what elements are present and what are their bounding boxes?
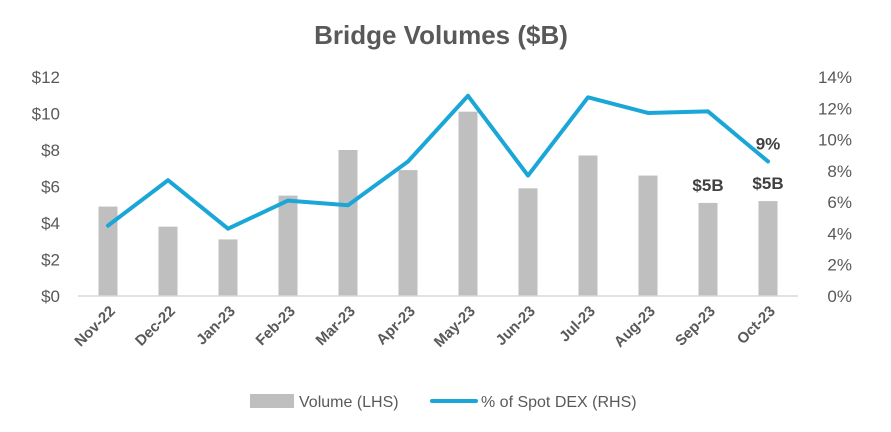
right-tick-label: 2% xyxy=(827,256,852,275)
x-tick-label: May-23 xyxy=(431,303,479,351)
left-tick-label: $12 xyxy=(32,68,60,87)
right-tick-label: 6% xyxy=(827,193,852,212)
x-tick-label: Nov-22 xyxy=(71,303,118,350)
bar-apr-23 xyxy=(398,170,418,296)
bar-nov-22 xyxy=(98,206,118,296)
legend-label-volume: Volume (LHS) xyxy=(299,394,399,411)
right-tick-label: 8% xyxy=(827,162,852,181)
left-tick-label: $8 xyxy=(41,141,60,160)
bar-feb-23 xyxy=(278,195,298,296)
chart-title: Bridge Volumes ($B) xyxy=(314,20,568,50)
left-tick-label: $6 xyxy=(41,178,60,197)
bar-sep-23 xyxy=(698,202,718,296)
right-tick-label: 14% xyxy=(818,68,852,87)
x-tick-label: Jun-23 xyxy=(493,303,539,349)
legend: Volume (LHS) % of Spot DEX (RHS) xyxy=(250,394,637,411)
annotations-layer: $5B $5B 9% xyxy=(692,134,783,194)
x-tick-label: Sep-23 xyxy=(672,303,719,350)
bar-jul-23 xyxy=(578,155,598,296)
left-tick-label: $0 xyxy=(41,287,60,306)
bars-layer xyxy=(98,111,778,296)
data-label: 9% xyxy=(756,134,781,153)
legend-label-spot-dex: % of Spot DEX (RHS) xyxy=(481,394,637,411)
line-layer xyxy=(106,93,770,231)
right-tick-label: 0% xyxy=(827,287,852,306)
left-tick-label: $2 xyxy=(41,251,60,270)
right-tick-label: 10% xyxy=(818,131,852,150)
right-axis-ticks: 0% 2% 4% 6% 8% 10% 12% 14% xyxy=(818,68,852,306)
x-tick-label: Aug-23 xyxy=(611,303,659,351)
x-tick-label: Jul-23 xyxy=(556,303,599,346)
bar-aug-23 xyxy=(638,175,658,296)
x-tick-label: Dec-22 xyxy=(132,303,179,350)
bar-jan-23 xyxy=(218,239,238,296)
x-tick-label: Feb-23 xyxy=(253,303,299,349)
left-tick-label: $4 xyxy=(41,214,60,233)
bar-mar-23 xyxy=(338,150,358,296)
left-tick-label: $10 xyxy=(32,105,60,124)
bar-oct-23 xyxy=(758,201,778,296)
right-tick-label: 12% xyxy=(818,99,852,118)
line-spot-dex-share xyxy=(106,93,770,231)
data-label: $5B xyxy=(692,176,723,195)
x-tick-label: Mar-23 xyxy=(313,303,359,349)
x-axis-ticks: Nov-22 Dec-22 Jan-23 Feb-23 Mar-23 Apr-23 May-… xyxy=(71,303,778,351)
x-tick-label: Jan-23 xyxy=(193,303,239,349)
legend-swatch-volume xyxy=(250,394,294,408)
x-tick-label: Oct-23 xyxy=(734,303,779,348)
data-label: $5B xyxy=(752,174,783,193)
x-tick-label: Apr-23 xyxy=(373,303,419,349)
bar-dec-22 xyxy=(158,226,178,296)
right-tick-label: 4% xyxy=(827,224,852,243)
left-axis-ticks: $0 $2 $4 $6 $8 $10 $12 xyxy=(32,68,60,306)
bar-may-23 xyxy=(458,111,478,296)
bar-jun-23 xyxy=(518,188,538,296)
